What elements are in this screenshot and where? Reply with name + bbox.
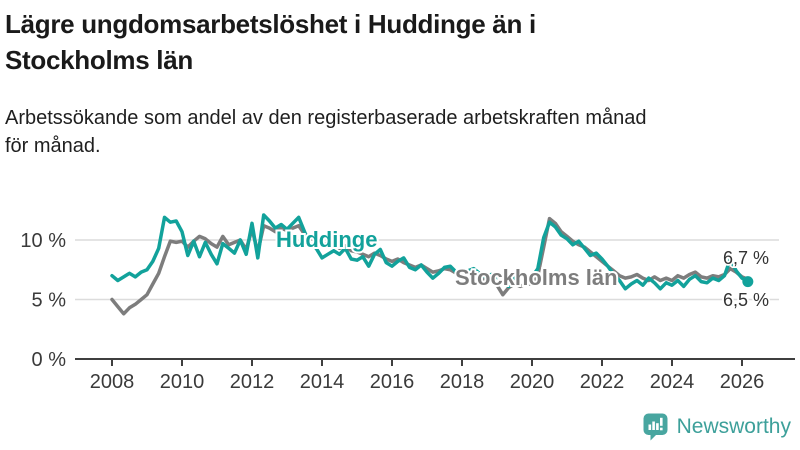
x-tick-label: 2024	[650, 371, 695, 393]
x-tick-label: 2008	[90, 371, 135, 393]
newsworthy-bar-chart-bubble-icon	[643, 413, 668, 441]
end-value-labels: 6,7 % 6,5 %	[721, 246, 771, 312]
x-tick-label: 2010	[160, 371, 205, 393]
newsworthy-logo: Newsworthy	[643, 413, 791, 441]
page-title: Lägre ungdomsarbetslöshet i Huddinge än …	[5, 6, 785, 78]
stockholm-end-value: 6,7 %	[723, 248, 769, 268]
x-tick-label: 2018	[440, 371, 485, 393]
subtitle-line-1: Arbetssökande som andel av den registerb…	[5, 107, 647, 129]
x-tick-label: 2016	[370, 371, 415, 393]
huddinge-line	[110, 213, 750, 291]
subtitle-line-2: för månad.	[5, 135, 101, 157]
x-tick-label: 2020	[510, 371, 555, 393]
y-tick-labels: 0 % 5 % 10 %	[20, 230, 66, 371]
huddinge-series-label: Huddinge	[276, 227, 377, 252]
y-tick-label: 10 %	[20, 230, 66, 252]
y-gridlines	[75, 239, 779, 301]
x-tick-label: 2012	[230, 371, 275, 393]
x-tick-label: 2014	[300, 371, 345, 393]
title-line-2: Stockholms län	[5, 45, 193, 75]
stockholms-l-n-line	[110, 216, 750, 316]
y-tick-label: 0 %	[32, 349, 67, 371]
y-tick-label: 5 %	[32, 290, 67, 312]
title-line-1: Lägre ungdomsarbetslöshet i Huddinge än …	[5, 9, 536, 39]
x-axis	[75, 358, 795, 366]
x-tick-label: 2022	[580, 371, 625, 393]
stockholm-series-label: Stockholms län	[455, 265, 618, 290]
chart-subtitle: Arbetssökande som andel av den registerb…	[5, 104, 795, 160]
huddinge-end-dot	[742, 276, 754, 288]
huddinge-end-value: 6,5 %	[723, 290, 769, 310]
x-tick-label: 2026	[720, 371, 765, 393]
newsworthy-wordmark: Newsworthy	[676, 415, 791, 438]
x-tick-labels: 2008 2010 2012 2014 2016 2018 2020 2022 2024 2026	[90, 371, 765, 393]
